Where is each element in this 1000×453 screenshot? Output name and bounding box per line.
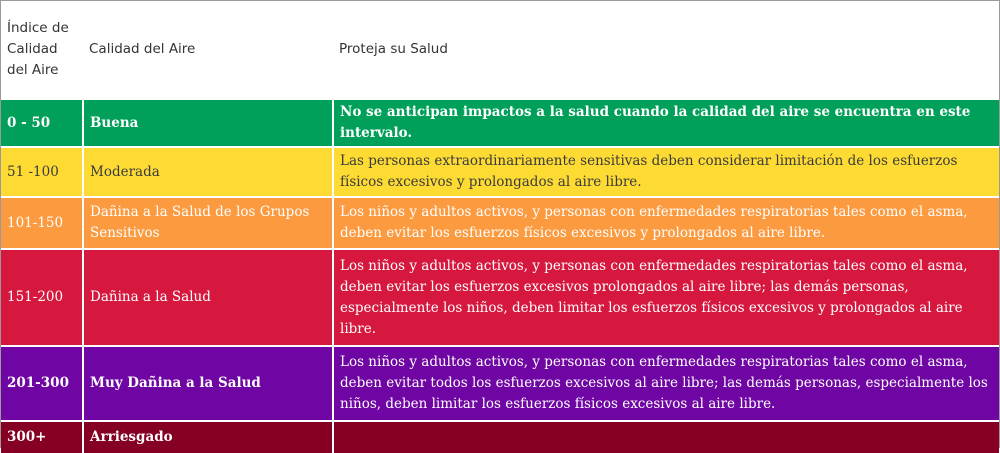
aqi-range-cell: 151-200 <box>1 248 83 346</box>
table-row-sensitive: 101-150 Dañina a la Salud de los Grupos … <box>1 196 999 249</box>
aqi-range-cell: 101-150 <box>1 196 83 249</box>
header-health: Proteja su Salud <box>333 1 999 99</box>
aqi-level-cell: Dañina a la Salud de los Grupos Sensitiv… <box>82 196 333 249</box>
health-advice-cell: Los niños y adultos activos, y personas … <box>332 196 999 249</box>
health-advice-cell: Los niños y adultos activos, y personas … <box>332 345 999 421</box>
table-row-good: 0 - 50 Buena No se anticipan impactos a … <box>1 98 999 147</box>
aqi-level-cell: Muy Dañina a la Salud <box>82 345 333 421</box>
aqi-range-cell: 51 -100 <box>1 146 83 197</box>
aqi-range-cell: 300+ <box>1 420 83 453</box>
aqi-range-cell: 0 - 50 <box>1 98 83 147</box>
health-advice-cell: Las personas extraordinariamente sensiti… <box>332 146 999 197</box>
table-row-moderate: 51 -100 Moderada Las personas extraordin… <box>1 146 999 197</box>
table-row-unhealthy: 151-200 Dañina a la Salud Los niños y ad… <box>1 248 999 346</box>
header-index: Índice de Calidad del Aire <box>1 1 83 99</box>
header-quality: Calidad del Aire <box>83 1 333 99</box>
health-advice-cell <box>332 420 999 453</box>
table-row-hazardous: 300+ Arriesgado <box>1 420 999 453</box>
aqi-level-cell: Dañina a la Salud <box>82 248 333 346</box>
aqi-level-cell: Moderada <box>82 146 333 197</box>
table-row-very-unhealthy: 201-300 Muy Dañina a la Salud Los niños … <box>1 345 999 421</box>
table-header-row: Índice de Calidad del Aire Calidad del A… <box>1 1 999 99</box>
aqi-level-cell: Arriesgado <box>82 420 333 453</box>
health-advice-cell: No se anticipan impactos a la salud cuan… <box>332 98 999 147</box>
aqi-level-cell: Buena <box>82 98 333 147</box>
aqi-range-cell: 201-300 <box>1 345 83 421</box>
health-advice-cell: Los niños y adultos activos, y personas … <box>332 248 999 346</box>
